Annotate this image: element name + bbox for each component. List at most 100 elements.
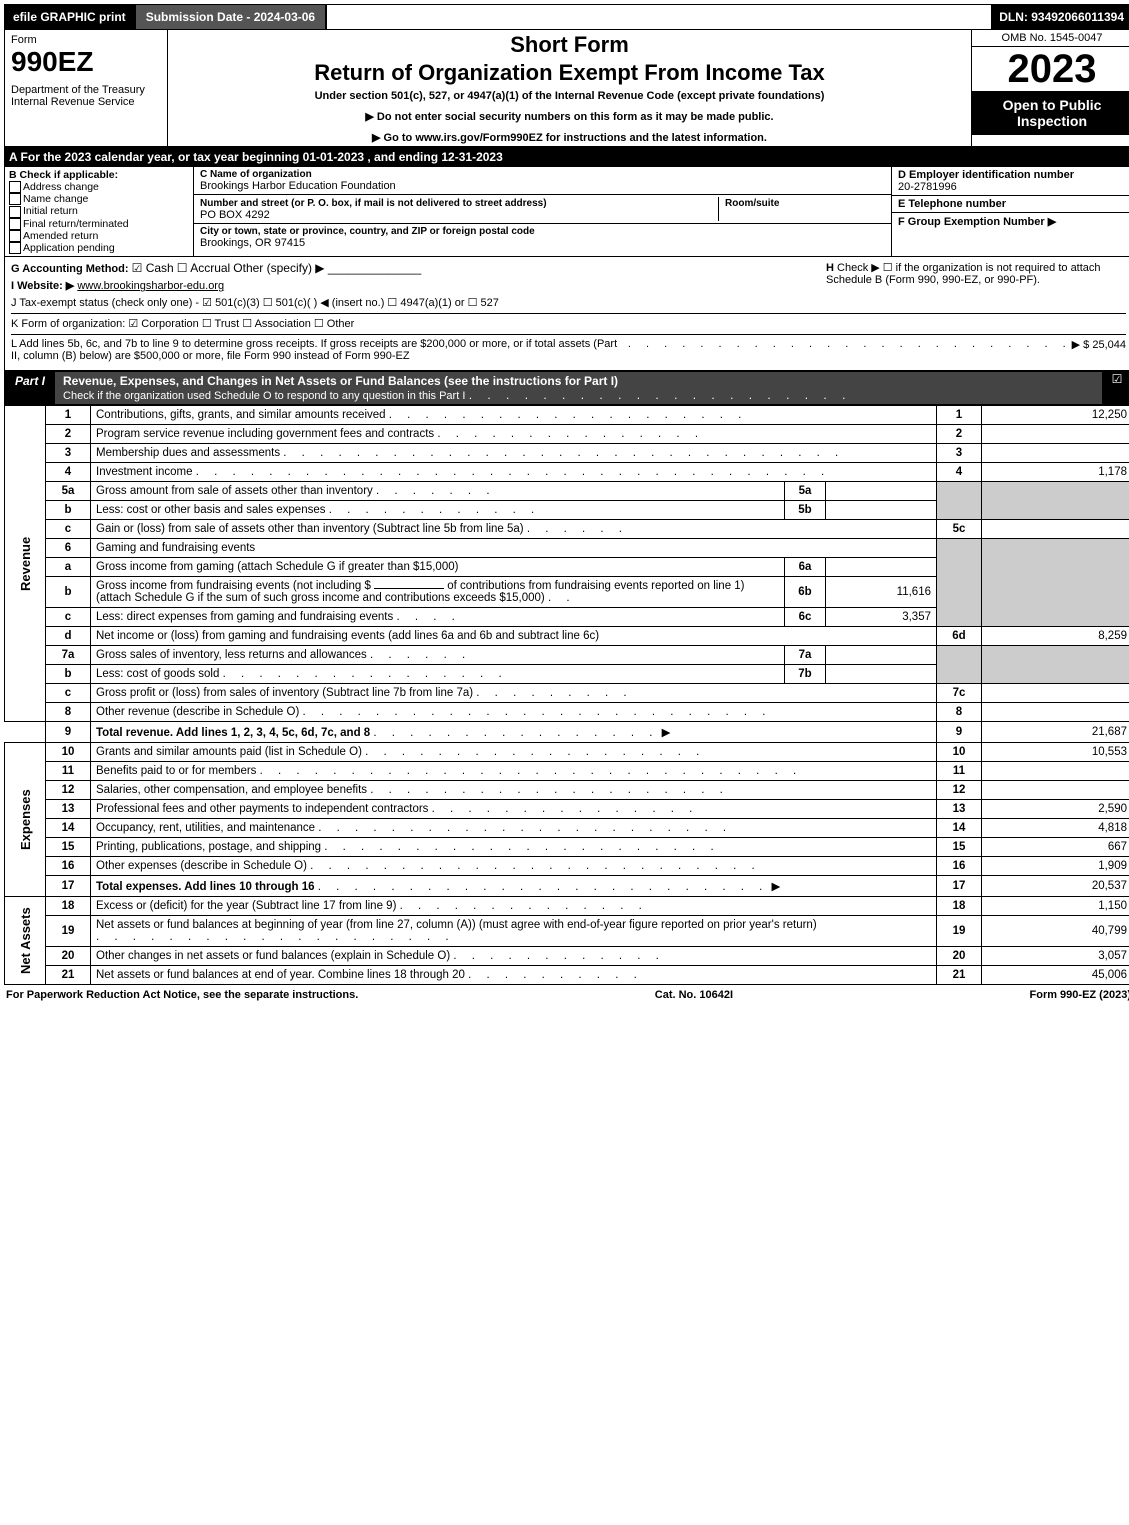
line-9-val: 21,687 bbox=[982, 722, 1129, 743]
dept-treasury: Department of the Treasury bbox=[11, 84, 161, 96]
no-ssn-note: ▶ Do not enter social security numbers o… bbox=[176, 110, 963, 123]
ein-value: 20-2781996 bbox=[898, 181, 1126, 193]
org-city: Brookings, OR 97415 bbox=[200, 237, 885, 249]
main-title: Return of Organization Exempt From Incom… bbox=[176, 60, 963, 86]
c-city-label: City or town, state or province, country… bbox=[200, 226, 885, 237]
line-14-val: 4,818 bbox=[982, 819, 1129, 838]
part-1-label: Part I bbox=[5, 372, 55, 404]
short-form-title: Short Form bbox=[176, 32, 963, 58]
c-name-label: C Name of organization bbox=[200, 169, 885, 180]
line-1-desc: Contributions, gifts, grants, and simila… bbox=[96, 409, 386, 421]
line-18-desc: Excess or (deficit) for the year (Subtra… bbox=[96, 900, 396, 912]
line-10-val: 10,553 bbox=[982, 743, 1129, 762]
line-4-val: 1,178 bbox=[982, 463, 1129, 482]
line-9-desc: Total revenue. Add lines 1, 2, 3, 4, 5c,… bbox=[96, 727, 370, 739]
meta-g-l: G Accounting Method: ☑ Cash ☐ Accrual Ot… bbox=[4, 257, 1129, 371]
line-7c-desc: Gross profit or (loss) from sales of inv… bbox=[96, 687, 473, 699]
chk-name-change[interactable]: Name change bbox=[9, 193, 189, 205]
l-amount: ▶ $ 25,044 bbox=[1072, 338, 1126, 362]
page-footer: For Paperwork Reduction Act Notice, see … bbox=[4, 985, 1129, 1005]
line-5b-sub bbox=[826, 501, 937, 520]
line-1-val: 12,250 bbox=[982, 406, 1129, 425]
f-group-label: F Group Exemption Number ▶ bbox=[898, 215, 1126, 228]
g-label: G Accounting Method: bbox=[11, 263, 129, 275]
line-6a-sub bbox=[826, 558, 937, 577]
part-1-sub: Check if the organization used Schedule … bbox=[63, 390, 465, 402]
line-3-desc: Membership dues and assessments bbox=[96, 447, 280, 459]
line-18-val: 1,150 bbox=[982, 897, 1129, 916]
footer-left: For Paperwork Reduction Act Notice, see … bbox=[6, 989, 358, 1001]
line-10-desc: Grants and similar amounts paid (list in… bbox=[96, 746, 362, 758]
footer-right: Form 990-EZ (2023) bbox=[1030, 989, 1129, 1001]
h-schedule-b[interactable]: H Check ▶ ☐ if the organization is not r… bbox=[826, 261, 1126, 286]
line-3-val bbox=[982, 444, 1129, 463]
submission-date: Submission Date - 2024-03-06 bbox=[134, 5, 327, 29]
line-4-desc: Investment income bbox=[96, 466, 193, 478]
website-link[interactable]: www.brookingsharbor-edu.org bbox=[77, 280, 224, 292]
footer-center: Cat. No. 10642I bbox=[655, 989, 733, 1001]
part-1-table: Revenue 1 Contributions, gifts, grants, … bbox=[4, 405, 1129, 985]
chk-final-return[interactable]: Final return/terminated bbox=[9, 218, 189, 230]
form-header: Form 990EZ Department of the Treasury In… bbox=[4, 30, 1129, 147]
line-6b-sub: 11,616 bbox=[826, 577, 937, 608]
line-12-desc: Salaries, other compensation, and employ… bbox=[96, 784, 367, 796]
k-form-org[interactable]: K Form of organization: ☑ Corporation ☐ … bbox=[11, 313, 1126, 330]
line-17-desc: Total expenses. Add lines 10 through 16 bbox=[96, 881, 315, 893]
efile-print-label[interactable]: efile GRAPHIC print bbox=[5, 5, 134, 29]
irs-label: Internal Revenue Service bbox=[11, 96, 161, 108]
line-7c-val bbox=[982, 684, 1129, 703]
chk-cash[interactable]: ☑ Cash bbox=[132, 261, 174, 275]
goto-link[interactable]: ▶ Go to www.irs.gov/Form990EZ for instru… bbox=[176, 131, 963, 144]
line-19-desc: Net assets or fund balances at beginning… bbox=[96, 919, 817, 931]
form-label: Form bbox=[11, 34, 161, 46]
chk-amended-return[interactable]: Amended return bbox=[9, 230, 189, 242]
line-12-val bbox=[982, 781, 1129, 800]
side-net-assets: Net Assets bbox=[5, 897, 46, 985]
line-6d-desc: Net income or (loss) from gaming and fun… bbox=[96, 630, 599, 642]
line-6b-desc-pre: Gross income from fundraising events (no… bbox=[96, 580, 371, 592]
line-16-desc: Other expenses (describe in Schedule O) bbox=[96, 860, 307, 872]
line-6a-desc: Gross income from gaming (attach Schedul… bbox=[96, 561, 458, 573]
dln-label: DLN: 93492066011394 bbox=[991, 5, 1129, 29]
l-gross-receipts: L Add lines 5b, 6c, and 7b to line 9 to … bbox=[11, 338, 628, 362]
omb-number: OMB No. 1545-0047 bbox=[972, 30, 1129, 47]
line-5a-desc: Gross amount from sale of assets other t… bbox=[96, 485, 373, 497]
line-20-val: 3,057 bbox=[982, 947, 1129, 966]
line-5c-desc: Gain or (loss) from sale of assets other… bbox=[96, 523, 524, 535]
part-1-header: Part I Revenue, Expenses, and Changes in… bbox=[4, 371, 1129, 405]
line-2-desc: Program service revenue including govern… bbox=[96, 428, 434, 440]
line-6c-sub: 3,357 bbox=[826, 608, 937, 627]
line-7a-sub bbox=[826, 646, 937, 665]
line-5c-val bbox=[982, 520, 1129, 539]
chk-initial-return[interactable]: Initial return bbox=[9, 205, 189, 217]
line-8-desc: Other revenue (describe in Schedule O) bbox=[96, 706, 299, 718]
chk-application-pending[interactable]: Application pending bbox=[9, 242, 189, 254]
part-1-check[interactable]: ☑ bbox=[1102, 372, 1129, 404]
line-5b-desc: Less: cost or other basis and sales expe… bbox=[96, 504, 326, 516]
part-1-title: Revenue, Expenses, and Changes in Net As… bbox=[63, 374, 618, 388]
i-website-label: I Website: ▶ bbox=[11, 280, 74, 292]
section-a-tax-year: A For the 2023 calendar year, or tax yea… bbox=[4, 147, 1129, 167]
line-11-desc: Benefits paid to or for members bbox=[96, 765, 256, 777]
chk-other-method[interactable]: Other (specify) ▶ ______________ bbox=[233, 261, 421, 275]
org-name: Brookings Harbor Education Foundation bbox=[200, 180, 885, 192]
line-6-desc: Gaming and fundraising events bbox=[91, 539, 937, 558]
line-15-val: 667 bbox=[982, 838, 1129, 857]
header-info-grid: B Check if applicable: Address change Na… bbox=[4, 167, 1129, 257]
room-suite-label: Room/suite bbox=[725, 198, 779, 209]
j-tax-exempt[interactable]: J Tax-exempt status (check only one) - ☑… bbox=[11, 296, 1126, 309]
line-7a-desc: Gross sales of inventory, less returns a… bbox=[96, 649, 367, 661]
c-addr-label: Number and street (or P. O. box, if mail… bbox=[200, 198, 547, 209]
d-ein-label: D Employer identification number bbox=[898, 169, 1126, 181]
line-2-val bbox=[982, 425, 1129, 444]
chk-address-change[interactable]: Address change bbox=[9, 181, 189, 193]
line-7b-sub bbox=[826, 665, 937, 684]
line-6c-desc: Less: direct expenses from gaming and fu… bbox=[96, 611, 393, 623]
line-14-desc: Occupancy, rent, utilities, and maintena… bbox=[96, 822, 315, 834]
e-phone-label: E Telephone number bbox=[898, 198, 1126, 210]
line-17-val: 20,537 bbox=[982, 876, 1129, 897]
line-15-desc: Printing, publications, postage, and shi… bbox=[96, 841, 321, 853]
chk-accrual[interactable]: ☐ Accrual bbox=[177, 261, 230, 275]
form-number: 990EZ bbox=[11, 46, 161, 78]
side-expenses: Expenses bbox=[5, 743, 46, 897]
